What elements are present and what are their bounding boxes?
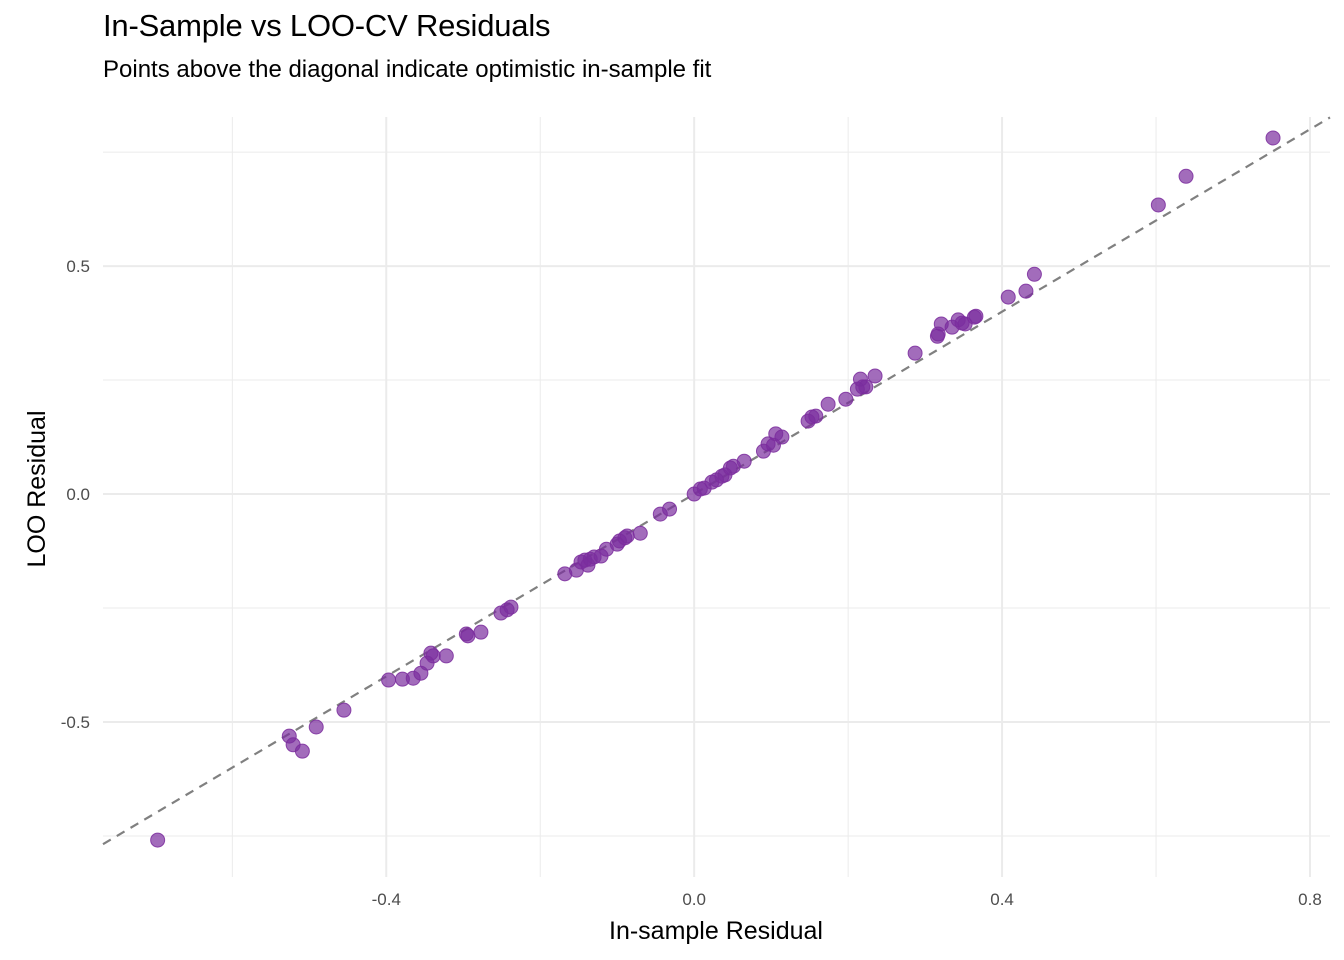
- data-point: [774, 429, 790, 445]
- points-layer: [150, 130, 1281, 848]
- chart-subtitle: Points above the diagonal indicate optim…: [103, 56, 712, 83]
- data-point: [1026, 266, 1042, 282]
- y-axis-title: LOO Residual: [23, 410, 51, 567]
- data-point: [150, 832, 166, 848]
- chart-title: In-Sample vs LOO-CV Residuals: [103, 8, 551, 43]
- data-point: [632, 525, 648, 541]
- y-tick-labels: -0.5 0.0 0.5: [61, 257, 90, 732]
- data-point: [1018, 283, 1034, 299]
- data-point: [820, 396, 836, 412]
- reference-diagonal: [102, 116, 1331, 846]
- x-axis-title: In-sample Residual: [609, 917, 823, 945]
- data-point: [867, 368, 883, 384]
- x-tick-label: 0.8: [1298, 890, 1322, 909]
- data-point: [838, 391, 854, 407]
- y-tick-label: 0.0: [66, 485, 90, 504]
- x-tick-label: 0.0: [682, 890, 706, 909]
- x-tick-label: 0.4: [990, 890, 1014, 909]
- data-point: [425, 648, 441, 664]
- data-point: [308, 719, 324, 735]
- data-point: [1000, 289, 1016, 305]
- data-point: [619, 528, 635, 544]
- data-point: [503, 599, 519, 615]
- data-point: [907, 345, 923, 361]
- y-tick-label: 0.5: [66, 257, 90, 276]
- data-point: [968, 308, 984, 324]
- data-point: [858, 379, 874, 395]
- data-point: [808, 408, 824, 424]
- x-tick-label: -0.4: [372, 890, 401, 909]
- data-point: [1150, 197, 1166, 213]
- diagonal-line: [102, 116, 1331, 846]
- data-point: [294, 743, 310, 759]
- data-point: [336, 702, 352, 718]
- x-tick-labels: -0.4 0.0 0.4 0.8: [372, 890, 1322, 909]
- data-point: [473, 624, 489, 640]
- data-point: [381, 672, 397, 688]
- data-point: [662, 501, 678, 517]
- major-gridlines: [103, 117, 1330, 877]
- data-point: [460, 628, 476, 644]
- data-point: [1178, 168, 1194, 184]
- y-tick-label: -0.5: [61, 713, 90, 732]
- minor-gridlines: [103, 117, 1330, 877]
- data-point: [1265, 130, 1281, 146]
- data-point: [438, 648, 454, 664]
- data-point: [736, 453, 752, 469]
